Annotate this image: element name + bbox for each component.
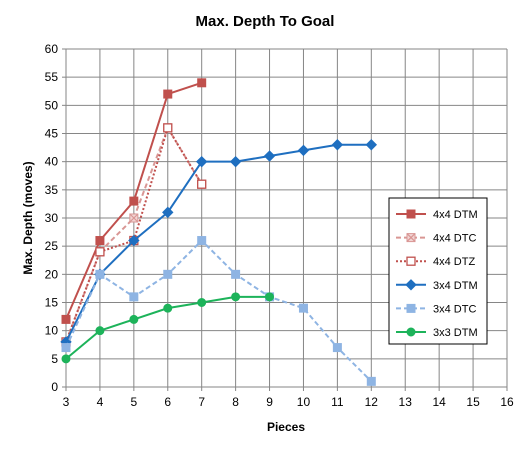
legend: 4x4 DTM 4x4 DTC 4x4 DTZ 3x4 DTM 3x4 DTC 3x3 D…	[388, 197, 488, 345]
x-tick-label: 14	[432, 395, 446, 409]
data-point	[163, 89, 173, 99]
data-point	[129, 292, 139, 302]
series-line	[65, 143, 372, 343]
data-point	[197, 236, 207, 246]
data-point	[332, 343, 342, 353]
y-tick-label: 55	[45, 70, 59, 84]
data-point	[229, 155, 242, 168]
legend-label: 3x4 DTM	[433, 280, 478, 292]
y-tick-label: 15	[45, 296, 59, 310]
y-tick-label: 50	[45, 98, 59, 112]
legend-entry: 3x4 DTM	[396, 279, 478, 292]
y-tick-label: 40	[45, 155, 59, 169]
data-point	[197, 179, 207, 189]
legend-marker	[406, 233, 416, 243]
series-3x3-dtm	[61, 292, 275, 364]
data-point	[162, 206, 174, 219]
data-point	[163, 303, 173, 313]
series-lines	[60, 78, 378, 386]
data-point	[95, 236, 105, 246]
y-tick-label: 45	[45, 127, 59, 141]
x-tick-label: 3	[63, 395, 70, 409]
y-tick-label: 10	[45, 324, 59, 338]
data-point	[197, 78, 207, 88]
y-tick-label: 5	[51, 352, 58, 366]
y-tick-label: 60	[45, 42, 59, 56]
data-point	[95, 269, 105, 279]
x-tick-label: 10	[297, 395, 311, 409]
y-tick-label: 30	[45, 211, 59, 225]
data-point	[195, 155, 208, 168]
legend-entry: 3x4 DTC	[396, 303, 476, 315]
axes	[62, 48, 508, 391]
data-point	[61, 314, 71, 324]
legend-entry: 4x4 DTC	[396, 233, 476, 245]
legend-label: 4x4 DTM	[433, 209, 478, 221]
data-point	[128, 234, 140, 247]
legend-label: 4x4 DTZ	[433, 256, 475, 268]
data-point	[366, 376, 376, 386]
data-point	[95, 247, 105, 257]
legend-entry: 4x4 DTZ	[396, 256, 475, 268]
x-tick-label: 15	[466, 395, 480, 409]
data-point	[331, 139, 344, 151]
data-point	[129, 196, 139, 206]
data-point	[163, 123, 173, 133]
x-tick-label: 7	[198, 395, 205, 409]
y-tick-label: 25	[45, 239, 59, 253]
y-tick-label: 20	[45, 267, 59, 281]
x-tick-label: 11	[331, 395, 344, 409]
legend-entry: 4x4 DTM	[396, 209, 478, 221]
data-point	[197, 298, 207, 307]
y-tick-label: 35	[45, 183, 59, 197]
x-tick-label: 13	[399, 395, 413, 409]
data-point	[365, 139, 378, 151]
data-point	[231, 269, 241, 279]
y-axis-label: Max. Depth (moves)	[21, 161, 35, 274]
chart-title: Max. Depth To Goal	[196, 13, 335, 30]
legend-marker	[406, 327, 416, 337]
x-tick-label: 4	[97, 395, 104, 409]
legend-label: 4x4 DTC	[433, 233, 476, 245]
series-4x4-dtm	[61, 78, 207, 324]
x-tick-label: 6	[164, 395, 171, 409]
data-point	[61, 343, 71, 353]
series-line	[65, 239, 373, 383]
x-tick-label: 16	[500, 395, 514, 409]
legend-marker	[406, 209, 416, 219]
legend-marker	[406, 303, 416, 313]
series-3x4-dtc	[61, 236, 376, 386]
legend-label: 3x4 DTC	[433, 303, 476, 315]
x-tick-label: 9	[266, 395, 273, 409]
data-point	[265, 292, 275, 302]
x-tick-label: 12	[365, 395, 379, 409]
x-axis-label: Pieces	[267, 420, 305, 434]
data-point	[263, 150, 276, 162]
data-point	[61, 354, 71, 364]
x-tick-label: 8	[232, 395, 239, 409]
y-tick-label: 0	[51, 380, 58, 394]
x-tick-label: 5	[131, 395, 138, 409]
legend-box	[388, 197, 488, 345]
data-point	[95, 326, 105, 336]
data-point	[231, 292, 241, 302]
legend-entry: 3x3 DTM	[396, 327, 478, 339]
data-point	[298, 303, 308, 313]
legend-label: 3x3 DTM	[433, 327, 478, 339]
legend-marker	[406, 256, 416, 266]
data-point	[163, 269, 173, 279]
legend-marker	[405, 279, 417, 291]
data-point	[297, 144, 310, 157]
data-point	[129, 314, 139, 324]
data-point	[129, 213, 139, 223]
